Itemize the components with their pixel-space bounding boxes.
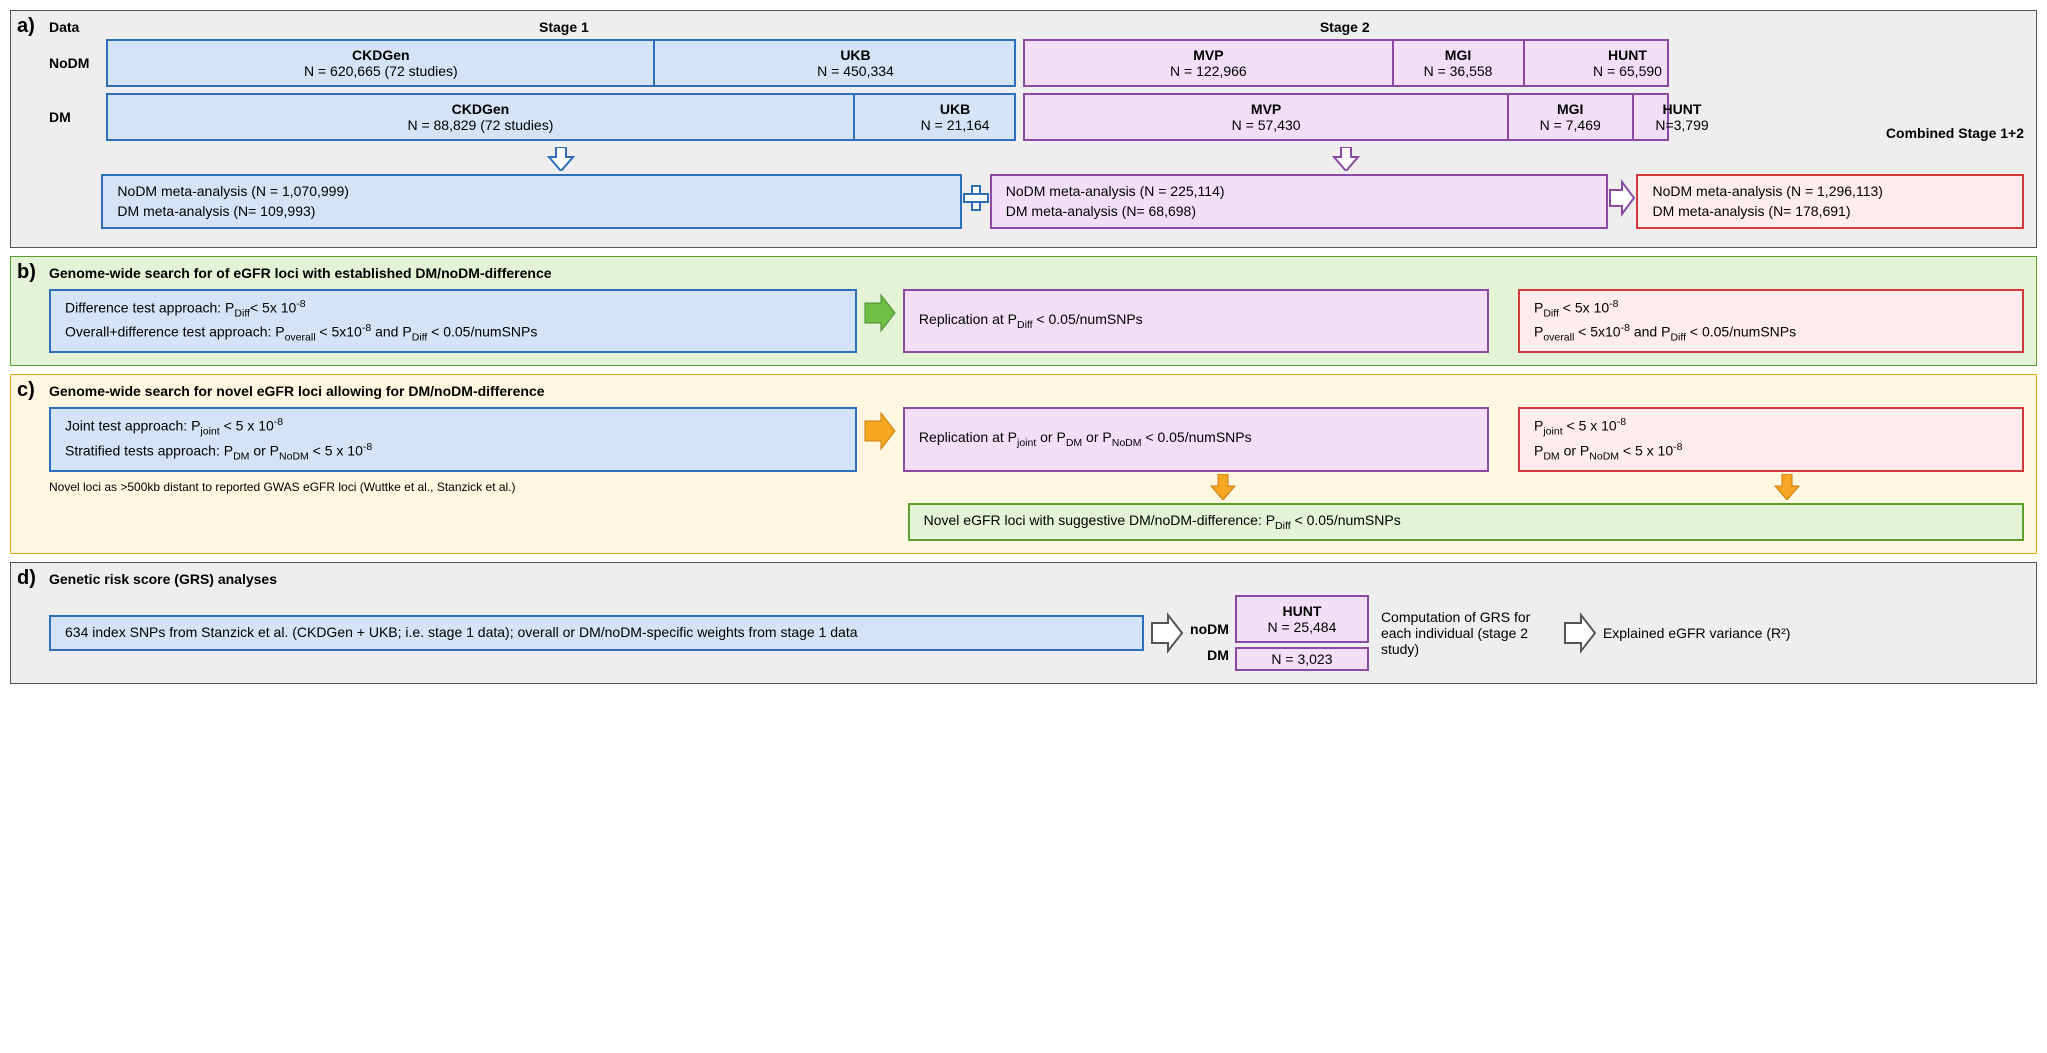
c-right-line2: PDM or PNoDM < 5 x 10-8 — [1534, 440, 2008, 464]
meta-analysis-row: NoDM meta-analysis (N = 1,070,999) DM me… — [49, 174, 2024, 229]
panel-c: c) Genome-wide search for novel eGFR loc… — [10, 374, 2037, 554]
panel-letter-b: b) — [17, 261, 36, 284]
stage-headers: Data Stage 1 Stage 2 — [49, 19, 2024, 35]
nodm-row: NoDM CKDGen N = 620,665 (72 studies) UKB… — [49, 39, 2024, 87]
stage2-nodm-group: MVP N = 122,966 MGI N = 36,558 HUNT N = … — [1023, 39, 1668, 87]
panel-b: b) Genome-wide search for of eGFR loci w… — [10, 256, 2037, 366]
b-left-line1: Difference test approach: PDiff< 5x 10-8 — [65, 297, 841, 321]
c-left-line2: Stratified tests approach: PDM or PNoDM … — [65, 440, 841, 464]
d-result-text: Explained eGFR variance (R²) — [1603, 625, 2024, 641]
panel-d-title: Genetic risk score (GRS) analyses — [49, 571, 2024, 587]
b-mid-box: Replication at PDiff < 0.05/numSNPs — [903, 289, 1489, 353]
panel-letter-d: d) — [17, 567, 36, 590]
b-right-line1: PDiff < 5x 10-8 — [1534, 297, 2008, 321]
down-arrow-orange-icon — [1773, 474, 1801, 500]
c-mid-text: Replication at Pjoint or PDM or PNoDM < … — [919, 428, 1252, 450]
c-right-box: Pjoint < 5 x 10-8 PDM or PNoDM < 5 x 10-… — [1518, 407, 2024, 471]
stage1-nodm-group: CKDGen N = 620,665 (72 studies) UKB N = … — [106, 39, 1015, 87]
down-arrow-orange-icon — [1209, 474, 1237, 500]
stage1-dm-group: CKDGen N = 88,829 (72 studies) UKB N = 2… — [106, 93, 1015, 141]
panel-d: d) Genetic risk score (GRS) analyses 634… — [10, 562, 2037, 684]
data-column-header: Data — [49, 19, 107, 35]
c-mid-box: Replication at Pjoint or PDM or PNoDM < … — [903, 407, 1489, 471]
hunt-group: noDM DM HUNT N = 25,484 N = 3,023 — [1190, 595, 1369, 671]
down-arrow-icon — [547, 147, 575, 171]
stage2-dm-group: MVP N = 57,430 MGI N = 7,469 HUNT N=3,79… — [1023, 93, 1668, 141]
panel-letter-a: a) — [17, 15, 35, 38]
right-arrow-icon — [1608, 174, 1636, 222]
panel-a: a) Data Stage 1 Stage 2 NoDM CKDGen N = … — [10, 10, 2037, 248]
plus-icon — [962, 174, 990, 222]
right-arrow-white-icon — [1150, 609, 1184, 657]
panel-letter-c: c) — [17, 379, 35, 402]
stage2-header: Stage 2 — [1021, 19, 1669, 35]
b-mid-text: Replication at PDiff < 0.05/numSNPs — [919, 310, 1143, 332]
d-left-text: 634 index SNPs from Stanzick et al. (CKD… — [65, 623, 1128, 643]
c-right-line1: Pjoint < 5 x 10-8 — [1534, 415, 2008, 439]
right-arrow-white-icon — [1563, 609, 1597, 657]
b-left-line2: Overall+difference test approach: Povera… — [65, 321, 841, 345]
b-right-box: PDiff < 5x 10-8 Poverall < 5x10-8 and PD… — [1518, 289, 2024, 353]
cohort-mvp-dm: MVP N = 57,430 — [1025, 95, 1509, 139]
c-novel-text: Novel eGFR loci with suggestive DM/noDM-… — [924, 511, 2008, 533]
cohort-mvp-nodm: MVP N = 122,966 — [1025, 41, 1393, 85]
panel-c-title: Genome-wide search for novel eGFR loci a… — [49, 383, 2024, 399]
meta-stage2-box: NoDM meta-analysis (N = 225,114) DM meta… — [990, 174, 1609, 229]
stage1-header: Stage 1 — [107, 19, 1021, 35]
right-arrow-orange-icon — [863, 407, 897, 455]
nodm-label: NoDM — [49, 39, 106, 87]
c-left-box: Joint test approach: Pjoint < 5 x 10-8 S… — [49, 407, 857, 471]
d-grs-text: Computation of GRS for each individual (… — [1375, 609, 1557, 657]
d-nodm-label: noDM — [1190, 597, 1229, 637]
cohort-ckdgen-dm: CKDGen N = 88,829 (72 studies) — [108, 95, 854, 139]
panel-b-title: Genome-wide search for of eGFR loci with… — [49, 265, 2024, 281]
d-left-box: 634 index SNPs from Stanzick et al. (CKD… — [49, 615, 1144, 651]
down-arrow-icon — [1332, 147, 1360, 171]
dm-row: DM CKDGen N = 88,829 (72 studies) UKB N … — [49, 93, 2024, 141]
meta-combined-box: NoDM meta-analysis (N = 1,296,113) DM me… — [1636, 174, 2024, 229]
dm-label: DM — [49, 93, 106, 141]
cohort-mgi-nodm: MGI N = 36,558 — [1394, 41, 1525, 85]
right-arrow-green-icon — [863, 289, 897, 337]
c-left-line1: Joint test approach: Pjoint < 5 x 10-8 — [65, 415, 841, 439]
c-novel-box: Novel eGFR loci with suggestive DM/noDM-… — [908, 503, 2024, 541]
combined-header: Combined Stage 1+2 — [1669, 125, 2025, 141]
hunt-dm-box: N = 3,023 — [1235, 647, 1369, 671]
b-left-box: Difference test approach: PDiff< 5x 10-8… — [49, 289, 857, 353]
d-dm-label: DM — [1190, 641, 1229, 669]
b-right-line2: Poverall < 5x10-8 and PDiff < 0.05/numSN… — [1534, 321, 2008, 345]
meta-stage1-box: NoDM meta-analysis (N = 1,070,999) DM me… — [101, 174, 961, 229]
c-footnote: Novel loci as >500kb distant to reported… — [49, 480, 880, 494]
cohort-mgi-dm: MGI N = 7,469 — [1509, 95, 1634, 139]
cohort-ckdgen-nodm: CKDGen N = 620,665 (72 studies) — [108, 41, 655, 85]
hunt-nodm-box: HUNT N = 25,484 — [1235, 595, 1369, 643]
cohort-ukb-nodm: UKB N = 450,334 — [655, 41, 1055, 85]
